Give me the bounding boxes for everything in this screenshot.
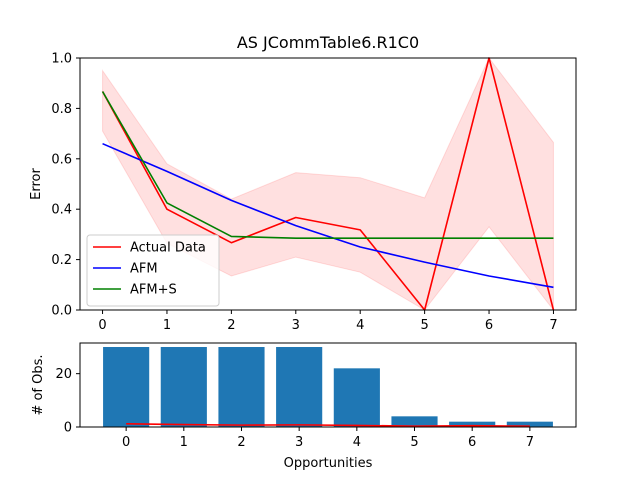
plot-frame	[79, 57, 577, 311]
bar-0	[103, 347, 150, 427]
y-tick-label: 1.0	[51, 52, 72, 67]
legend-label: AFM+S	[130, 283, 177, 298]
bar-6	[449, 421, 496, 427]
legend-label: Actual Data	[130, 241, 206, 256]
y-tick-label: 0.4	[51, 203, 72, 218]
y-axis-ticks: 0.0 0.2 0.4 0.6 0.8 1.0	[51, 52, 80, 319]
x-axis-label: Opportunities	[284, 456, 373, 471]
y-tick-label: 0	[64, 421, 72, 436]
x-tick-label: 5	[420, 318, 428, 333]
legend: Actual Data AFM AFM+S	[86, 234, 220, 307]
series-lines-layer	[101, 57, 555, 311]
x-tick-label: 6	[468, 435, 476, 450]
x-tick-label: 0	[122, 435, 130, 450]
y-tick-label: 20	[55, 367, 72, 382]
chart-title: AS JCommTable6.R1C0	[237, 33, 419, 52]
plot-frame-bottom	[79, 342, 577, 428]
bar-4	[333, 368, 380, 427]
y-axis-label: Error	[29, 168, 44, 200]
bar-1	[160, 347, 207, 427]
y-axis-ticks-bottom: 0 20	[55, 367, 80, 436]
x-tick-label: 7	[549, 318, 557, 333]
bar-7	[506, 421, 553, 427]
x-tick-label: 7	[526, 435, 534, 450]
legend-label: AFM	[130, 262, 158, 277]
x-tick-label: 2	[227, 318, 235, 333]
bar-5	[391, 416, 438, 427]
y-tick-label: 0.0	[51, 304, 72, 319]
series-line-actual-data	[101, 57, 555, 311]
overlay-line	[126, 423, 530, 428]
x-tick-label: 4	[353, 435, 361, 450]
bar-3	[276, 347, 323, 427]
y-tick-label: 0.8	[51, 102, 72, 117]
x-tick-label: 4	[356, 318, 364, 333]
x-tick-label: 3	[295, 435, 303, 450]
bars-layer	[103, 347, 553, 427]
series-line-afm	[102, 142, 554, 289]
observations-chart: 0 1 2 3 4 5 6 7 0 20 Opportunities # of Obs.	[31, 342, 577, 471]
x-tick-label: 6	[485, 318, 493, 333]
x-tick-label: 2	[237, 435, 245, 450]
x-tick-label: 3	[292, 318, 300, 333]
x-tick-label: 5	[410, 435, 418, 450]
bar-2	[218, 347, 265, 427]
y-tick-label: 0.2	[51, 253, 72, 268]
x-axis-ticks: 0 1 2 3 4 5 6 7	[98, 310, 558, 333]
y-axis-label-bottom: # of Obs.	[31, 354, 46, 415]
x-axis-ticks-bottom: 0 1 2 3 4 5 6 7	[122, 427, 534, 450]
x-tick-label: 0	[98, 318, 106, 333]
x-tick-label: 1	[180, 435, 188, 450]
overlay-line-layer	[126, 423, 530, 428]
x-tick-label: 1	[163, 318, 171, 333]
series-line-afm-s	[101, 91, 554, 239]
y-tick-label: 0.6	[51, 152, 72, 167]
